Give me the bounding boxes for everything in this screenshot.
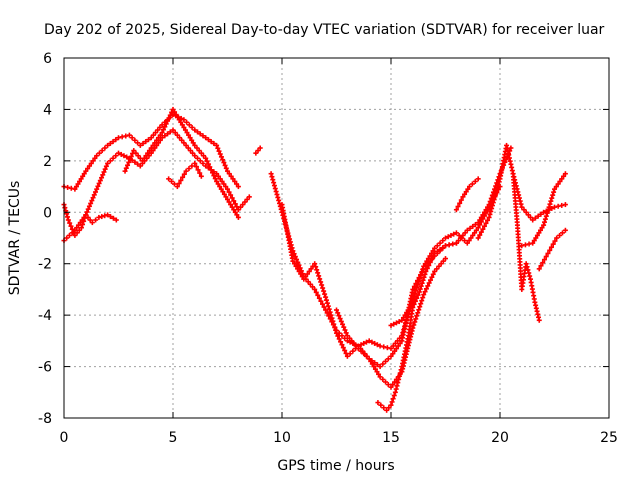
x-tick-label: 20 bbox=[491, 430, 509, 446]
series-track-l bbox=[453, 176, 481, 213]
y-tick-label: 0 bbox=[43, 205, 52, 221]
chart-title: Day 202 of 2025, Sidereal Day-to-day VTE… bbox=[44, 22, 605, 38]
y-tick-label: -8 bbox=[38, 411, 52, 427]
series-track-p bbox=[536, 227, 568, 272]
y-axis-label: SDTVAR / TECUs bbox=[7, 181, 23, 296]
series-track-a bbox=[61, 112, 241, 192]
series-track-e bbox=[166, 160, 204, 190]
axis-ticks bbox=[63, 57, 610, 419]
y-tick-label: -4 bbox=[38, 308, 52, 324]
x-tick-label: 25 bbox=[600, 430, 618, 446]
tick-labels: 0 5 10 15 20 25 -8 -6 -4 -2 0 2 4 6 bbox=[38, 51, 618, 446]
series-track-c bbox=[61, 202, 119, 238]
series-track-m bbox=[475, 142, 568, 241]
series-track-j bbox=[375, 240, 459, 413]
y-tick-label: -6 bbox=[38, 360, 52, 376]
series-track-k bbox=[388, 299, 416, 328]
x-tick-label: 15 bbox=[382, 430, 400, 446]
x-tick-label: 5 bbox=[169, 430, 178, 446]
grid-lines bbox=[64, 58, 609, 418]
x-axis-label: GPS time / hours bbox=[277, 458, 394, 474]
x-tick-label: 10 bbox=[273, 430, 291, 446]
series-track-d bbox=[122, 106, 241, 220]
x-tick-label: 0 bbox=[60, 430, 69, 446]
y-tick-label: 2 bbox=[43, 154, 52, 170]
series-track-f bbox=[253, 145, 263, 156]
series-track-b bbox=[61, 127, 252, 244]
y-tick-label: 4 bbox=[43, 102, 52, 118]
series-track-n bbox=[510, 171, 542, 323]
series-track-o bbox=[519, 171, 568, 249]
series-track-i bbox=[334, 256, 448, 390]
y-tick-label: 6 bbox=[43, 51, 52, 67]
data-markers bbox=[61, 106, 568, 413]
plot-frame bbox=[63, 57, 610, 419]
series-track-g bbox=[268, 171, 503, 352]
y-tick-label: -2 bbox=[38, 257, 52, 273]
